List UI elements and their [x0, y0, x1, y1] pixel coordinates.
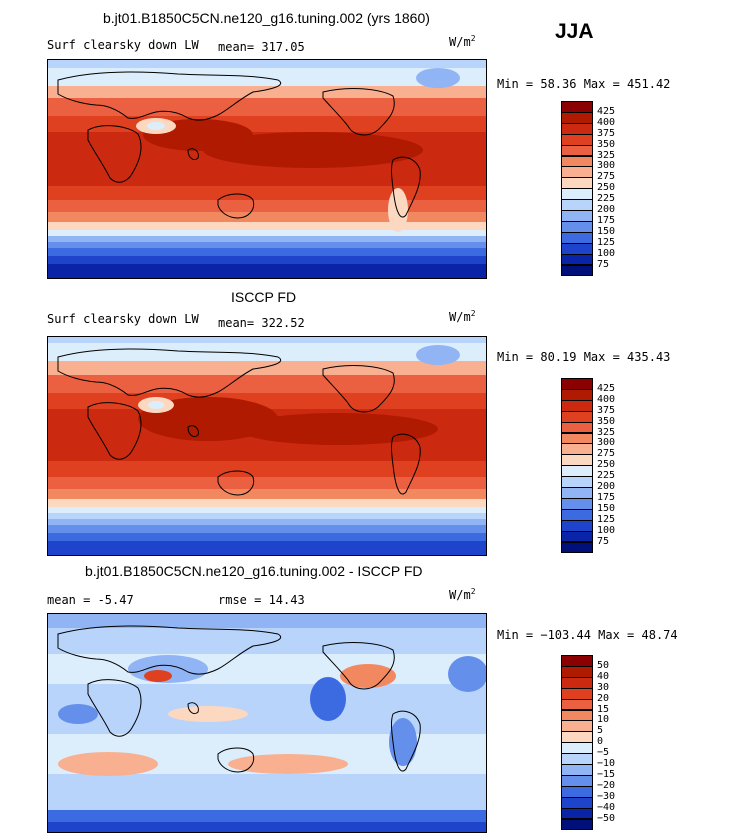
colorbar-level-label: 425 [597, 105, 616, 117]
colorbar-level-label: 400 [597, 116, 616, 128]
colorbar-level-label: 30 [597, 681, 610, 693]
panel-2-variable-label: Surf clearsky down LW [47, 312, 199, 326]
panel-1-title: b.jt01.B1850C5CN.ne120_g16.tuning.002 (y… [103, 10, 430, 26]
colorbar-level-label: 0 [597, 736, 604, 748]
colorbar-level-label: 375 [597, 127, 616, 139]
colorbar-level-label: 150 [597, 502, 616, 514]
panel-3-title: b.jt01.B1850C5CN.ne120_g16.tuning.002 - … [85, 563, 423, 579]
panel-1-minmax: Min = 58.36 Max = 451.42 [497, 77, 671, 91]
colorbar-level-label: 350 [597, 138, 616, 150]
colorbar-level-label: −15 [597, 768, 616, 780]
panel-1-mean: mean= 317.05 [218, 40, 305, 54]
colorbar-level-label: 250 [597, 182, 616, 194]
panel-1-units-base: W/m [449, 35, 471, 49]
panel-2-colorbar: 425 400 375 350 325 300 275 250 225 200 175 150 125 1… [561, 378, 615, 554]
colorbar-level-label: 175 [597, 214, 616, 226]
colorbar-level-label: −10 [597, 758, 616, 769]
colorbar-level-label: 40 [597, 670, 610, 682]
colorbar-level-label: 425 [597, 382, 616, 394]
colorbar-level-label: 100 [597, 247, 616, 259]
colorbar-level-label: 15 [597, 703, 610, 715]
colorbar-box [561, 264, 593, 277]
colorbar-level-label: −50 [597, 812, 616, 824]
panel-2-units-exp: 2 [470, 309, 476, 318]
panel-1-colorbar: 425 400 375 350 325 300 275 250 225 200 175 150 125 1… [561, 101, 615, 277]
panel-2-units: W/m2 [449, 309, 476, 325]
panel-1-map [47, 59, 487, 279]
colorbar-level-label: 325 [597, 426, 616, 438]
panel-3-colorbar: 50 40 30 20 15 10 5 0 −5 −10 −15 −20 −30 −40 −50 [561, 655, 615, 831]
colorbar-level-label: 350 [597, 415, 616, 427]
panel-2-map-svg [48, 337, 486, 555]
panel-3-minmax: Min = −103.44 Max = 48.74 [497, 628, 678, 642]
colorbar-level-label: 125 [597, 513, 616, 525]
colorbar-level-label: 150 [597, 225, 616, 237]
colorbar-level-label: 225 [597, 470, 616, 482]
panel-3-map [47, 613, 487, 833]
panel-1-variable-label: Surf clearsky down LW [47, 38, 199, 52]
colorbar-level-label: 200 [597, 481, 616, 492]
colorbar-level-label: 300 [597, 437, 616, 449]
colorbar-box [561, 541, 593, 554]
colorbar-level-label: 75 [597, 258, 610, 270]
panel-3-mean: mean = -5.47 [47, 593, 134, 607]
season-label: JJA [555, 20, 594, 43]
panel-2-units-base: W/m [449, 310, 471, 324]
colorbar-level-label: 175 [597, 491, 616, 503]
panel-3-units-exp: 2 [470, 587, 476, 596]
panel-2-mean: mean= 322.52 [218, 316, 305, 330]
colorbar-level-label: 275 [597, 171, 616, 183]
panel-2-minmax: Min = 80.19 Max = 435.43 [497, 350, 671, 364]
colorbar-level-label: 75 [597, 535, 610, 547]
colorbar-level-label: 400 [597, 393, 616, 405]
colorbar-box [561, 818, 593, 831]
colorbar-level-label: −40 [597, 801, 616, 813]
colorbar-level-label: −30 [597, 790, 616, 802]
colorbar-level-label: 125 [597, 236, 616, 248]
colorbar-level-label: 300 [597, 160, 616, 172]
colorbar-level-label: 275 [597, 448, 616, 460]
colorbar-level-label: 20 [597, 692, 610, 704]
panel-1-map-svg [48, 60, 486, 278]
colorbar-level-label: 325 [597, 149, 616, 161]
panel-1-units: W/m2 [449, 34, 476, 50]
panel-3-map-svg [48, 614, 486, 832]
panel-3-units: W/m2 [449, 587, 476, 603]
panel-3-units-base: W/m [449, 588, 471, 602]
colorbar-level-label: 100 [597, 524, 616, 536]
colorbar-level-label: 5 [597, 725, 604, 737]
colorbar-level-label: −5 [597, 747, 610, 759]
colorbar-level-label: 50 [597, 659, 610, 671]
panel-2-title: ISCCP FD [231, 289, 297, 305]
panel-1-units-exp: 2 [470, 34, 476, 43]
colorbar-level-label: 250 [597, 459, 616, 471]
colorbar-level-label: 375 [597, 404, 616, 416]
panel-3-rmse: rmse = 14.43 [218, 593, 305, 607]
panel-2-map [47, 336, 487, 556]
colorbar-level-label: −20 [597, 779, 616, 791]
colorbar-level-label: 200 [597, 204, 616, 215]
colorbar-level-label: 10 [597, 714, 610, 726]
colorbar-level-label: 225 [597, 193, 616, 205]
